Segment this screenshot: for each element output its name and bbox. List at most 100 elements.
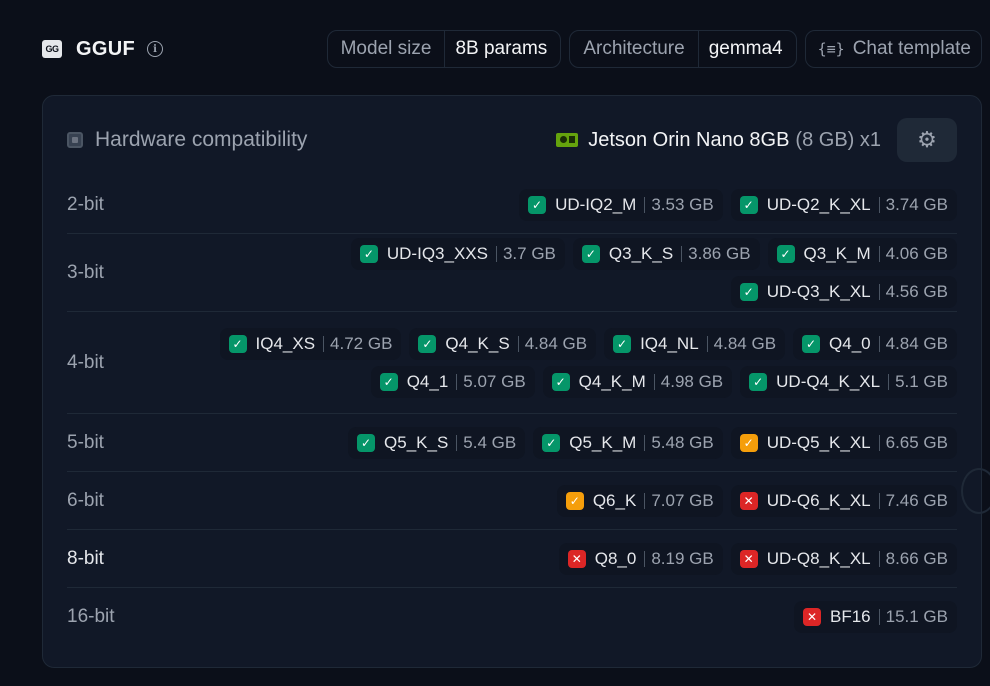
quant-size: 7.07 GB [651,490,714,510]
quant-chip[interactable]: ✓ IQ4_NL 4.84 GB [604,327,786,360]
quant-separator [878,492,880,509]
gear-icon[interactable]: ⚙ [897,118,957,162]
x-icon: ✕ [739,491,758,510]
check-icon: ✓ [749,372,768,391]
quant-separator [644,492,646,509]
quant-chip[interactable]: ✓ UD-IQ2_M 3.53 GB [519,188,723,221]
quant-chip[interactable]: ✓ Q5_K_S 5.4 GB [348,426,526,459]
x-icon: ✕ [802,608,821,626]
quant-name: Q8_0 [594,548,637,568]
bit-label: 6-bit [67,489,104,511]
check-icon: ✓ [581,244,600,263]
quant-separator [878,283,880,300]
quant-separator [878,196,880,213]
quant-separator [456,373,458,390]
quant-chip[interactable]: ✓ Q4_K_S 4.84 GB [409,327,597,360]
quant-chip-list: ✓ Q5_K_S 5.4 GB ✓ Q5_K_M 5.48 GB ✓ UD-Q5_K_XL 6.… [187,426,957,459]
quant-chip[interactable]: ✕ BF16 15.1 GB [793,601,957,633]
check-icon: ✓ [739,282,758,301]
bit-row: 3-bit ✓ UD-IQ3_XXS 3.7 GB ✓ Q3_K_S 3.86 GB ✓ Q3_… [67,234,957,312]
quant-chip-list: ✕ Q8_0 8.19 GB ✕ UD-Q8_K_XL 8.66 GB [187,542,957,575]
quant-size: 15.1 GB [885,607,948,626]
quant-size: 5.1 GB [895,371,948,391]
hardware-compatibility-card: Hardware compatibility Jetson Orin Nano … [42,95,990,668]
quant-chip[interactable]: ✕ Q8_0 8.19 GB [558,542,723,575]
braces-icon: {≡} [817,40,845,58]
quant-size: 5.4 GB [463,432,517,452]
model-size-pill: Model size 8B params [326,30,562,68]
quant-size: 4.84 GB [524,333,588,353]
quant-chip[interactable]: ✓ Q5_K_M 5.48 GB [533,426,723,459]
bit-row: 6-bit ✓ Q6_K 7.07 GB ✕ UD-Q6_K_XL 7.46 GB [67,472,957,530]
check-icon: ✓ [802,334,821,353]
quant-chip-list: ✓ UD-IQ2_M 3.53 GB ✓ UD-Q2_K_XL 3.74 GB [187,188,957,221]
quant-separator [878,245,880,262]
quant-name: BF16 [829,607,871,626]
quant-size: 8.19 GB [651,548,714,568]
check-icon: ✓ [565,491,584,510]
quant-name: UD-Q4_K_XL [776,371,881,391]
architecture-value: gemma4 [708,38,783,59]
quant-chip[interactable]: ✓ Q3_K_M 4.06 GB [767,237,957,270]
bit-row: 2-bit ✓ UD-IQ2_M 3.53 GB ✓ UD-Q2_K_XL 3.74 GB [67,176,957,234]
quant-size: 6.65 GB [885,432,948,452]
quant-chip[interactable]: ✓ Q6_K 7.07 GB [556,484,723,517]
quant-separator [644,550,646,567]
quant-name: UD-Q6_K_XL [766,490,871,510]
quant-chip[interactable]: ✓ Q4_1 5.07 GB [370,365,535,398]
quant-chip[interactable]: ✓ IQ4_XS 4.72 GB [219,327,402,360]
hardware-memory: (8 GB) x1 [795,128,881,151]
quant-chip[interactable]: ✓ Q4_0 4.84 GB [793,327,957,360]
x-icon: ✕ [567,549,586,568]
architecture-pill: Architecture gemma4 [569,30,797,68]
quant-separator [878,335,880,352]
quant-size: 4.98 GB [660,371,724,391]
quant-chip[interactable]: ✓ Q4_K_M 4.98 GB [542,365,733,398]
quant-size: 7.46 GB [885,490,948,510]
bit-label: 4-bit [67,351,104,373]
check-icon: ✓ [357,433,376,452]
quant-chip[interactable]: ✓ UD-Q2_K_XL 3.74 GB [730,188,957,221]
quant-separator [878,550,880,567]
quant-chip[interactable]: ✓ UD-IQ3_XXS 3.7 GB [350,237,565,270]
chat-template-button[interactable]: {≡} Chat template [804,30,982,68]
quant-chip-list: ✓ UD-IQ3_XXS 3.7 GB ✓ Q3_K_S 3.86 GB ✓ Q3_K_M 4.… [187,237,957,308]
check-icon: ✓ [739,433,758,452]
info-icon[interactable]: i [146,41,163,57]
quant-name: UD-Q5_K_XL [766,432,871,452]
bit-row: 5-bit ✓ Q5_K_S 5.4 GB ✓ Q5_K_M 5.48 GB ✓ UD-Q5_K… [67,414,957,472]
quantization-rows: 2-bit ✓ UD-IQ2_M 3.53 GB ✓ UD-Q2_K_XL 3.74 GB 3… [67,176,957,646]
quant-name: UD-Q8_K_XL [766,548,871,568]
quant-chip[interactable]: ✓ Q3_K_S 3.86 GB [572,237,760,270]
quant-size: 5.48 GB [651,432,714,452]
quant-name: Q5_K_M [569,432,637,452]
quant-separator [644,434,646,451]
quant-separator [323,335,325,352]
bit-row: 8-bit ✕ Q8_0 8.19 GB ✕ UD-Q8_K_XL 8.66 GB [67,530,957,588]
quant-name: UD-IQ2_M [555,194,637,214]
hardware-device[interactable]: Jetson Orin Nano 8GB [588,128,790,151]
quant-size: 4.84 GB [885,333,948,353]
bit-label: 16-bit [67,606,115,627]
quant-chip[interactable]: ✓ UD-Q5_K_XL 6.65 GB [730,426,957,459]
quant-size: 3.74 GB [885,194,948,214]
quant-separator [888,373,890,390]
quant-chip[interactable]: ✓ UD-Q3_K_XL 4.56 GB [730,275,957,308]
quant-chip[interactable]: ✕ UD-Q8_K_XL 8.66 GB [730,542,957,575]
quant-separator [653,373,655,390]
check-icon: ✓ [228,334,247,353]
chip-icon [67,132,83,148]
gguf-title: GGUF [76,37,135,60]
quant-name: Q4_K_S [445,333,510,353]
quant-name: Q3_K_S [608,243,674,263]
quant-separator [878,609,880,625]
quant-name: Q4_1 [406,371,449,391]
model-size-value: 8B params [455,38,548,59]
quant-chip[interactable]: ✕ UD-Q6_K_XL 7.46 GB [730,484,957,517]
quant-size: 4.06 GB [885,243,948,263]
quant-chip[interactable]: ✓ UD-Q4_K_XL 5.1 GB [740,365,957,398]
bit-label: 3-bit [67,261,104,283]
quant-separator [706,335,708,352]
gguf-header: GG GGUF i Model size 8B params Architect… [42,27,982,71]
model-size-key: Model size [328,31,446,67]
